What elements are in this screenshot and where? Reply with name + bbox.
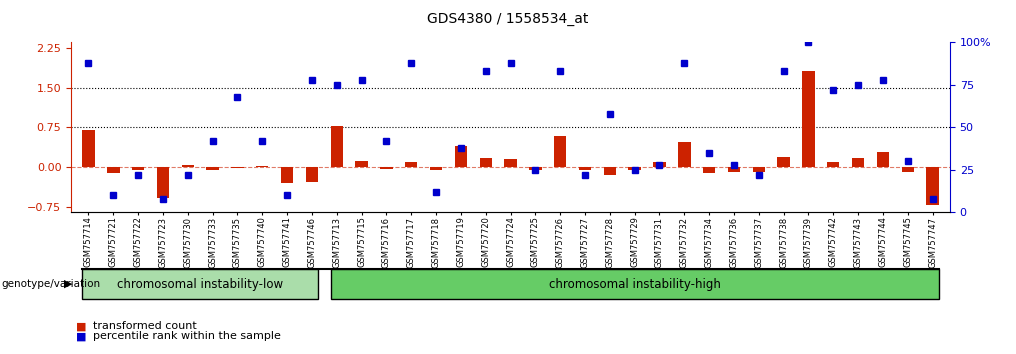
Bar bbox=[82, 130, 94, 167]
Bar bbox=[330, 126, 343, 167]
Bar bbox=[851, 158, 865, 167]
Text: chromosomal instability-high: chromosomal instability-high bbox=[549, 278, 720, 291]
Bar bbox=[306, 167, 318, 182]
Bar bbox=[232, 167, 244, 169]
Text: chromosomal instability-low: chromosomal instability-low bbox=[117, 278, 283, 291]
Bar bbox=[430, 167, 442, 170]
Bar bbox=[107, 167, 120, 173]
Bar bbox=[678, 142, 691, 167]
Bar bbox=[629, 167, 641, 170]
Bar bbox=[901, 167, 914, 172]
Bar bbox=[753, 167, 765, 172]
Text: genotype/variation: genotype/variation bbox=[1, 279, 101, 289]
Text: ■: ■ bbox=[76, 321, 86, 331]
Bar bbox=[877, 153, 889, 167]
Bar bbox=[504, 159, 517, 167]
Text: ▶: ▶ bbox=[64, 279, 72, 289]
Bar bbox=[132, 167, 144, 170]
Bar bbox=[703, 167, 715, 173]
Bar bbox=[653, 162, 665, 167]
Text: percentile rank within the sample: percentile rank within the sample bbox=[93, 331, 281, 341]
Bar bbox=[529, 167, 542, 170]
Bar bbox=[156, 167, 170, 198]
Bar bbox=[827, 162, 839, 167]
Bar bbox=[579, 167, 591, 170]
Bar bbox=[455, 146, 467, 167]
Bar bbox=[554, 137, 566, 167]
Bar bbox=[182, 165, 194, 167]
Bar bbox=[727, 167, 741, 172]
Bar bbox=[280, 167, 294, 183]
Bar bbox=[206, 167, 218, 170]
Text: ■: ■ bbox=[76, 331, 86, 341]
Text: transformed count: transformed count bbox=[93, 321, 197, 331]
Bar bbox=[405, 162, 418, 167]
Bar bbox=[777, 156, 789, 167]
Bar bbox=[803, 71, 815, 167]
Text: GDS4380 / 1558534_at: GDS4380 / 1558534_at bbox=[428, 12, 588, 27]
Bar bbox=[927, 167, 939, 205]
Bar bbox=[380, 167, 392, 169]
Bar bbox=[604, 167, 616, 175]
Bar bbox=[480, 158, 492, 167]
Bar bbox=[356, 161, 368, 167]
Bar bbox=[256, 166, 268, 167]
